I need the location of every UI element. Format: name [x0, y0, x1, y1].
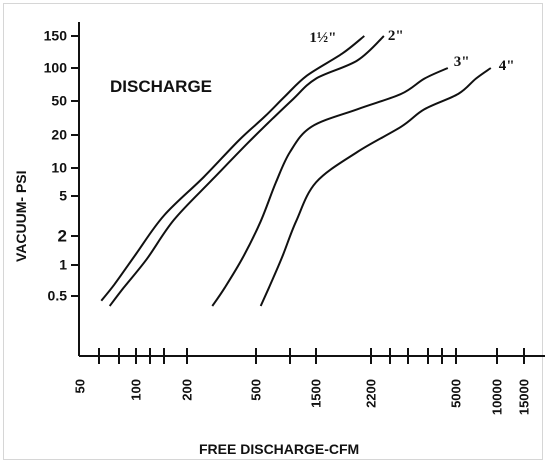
- series-line: [211, 67, 449, 307]
- x-tick-label: 10000: [489, 379, 504, 415]
- series-label: 3": [454, 54, 470, 70]
- x-tick-label: 1500: [308, 379, 323, 408]
- y-axis-title: VACUUM- PSI: [13, 170, 29, 262]
- x-tick-label: 2200: [363, 379, 378, 408]
- y-tick-label: 150: [44, 28, 68, 44]
- x-tick-label: 15000: [516, 379, 531, 415]
- y-tick-label: 50: [51, 93, 67, 109]
- x-tick-label: 500: [248, 379, 263, 401]
- series-line: [259, 67, 492, 307]
- y-tick-label: 100: [44, 60, 68, 76]
- x-axis-ticks: 50 100 200 500 1500 2200 5000 10000 15000: [72, 348, 531, 415]
- y-axis-ticks: 150 100 50 20 10 5 2 1 0.5: [44, 28, 79, 304]
- series-label: 1½": [309, 30, 336, 46]
- x-tick-label: 50: [72, 379, 87, 393]
- y-tick-label: 5: [59, 188, 67, 204]
- axes: [78, 22, 545, 357]
- series-group: 1½" 2" 3" 4": [100, 28, 515, 307]
- y-tick-label: 2: [58, 226, 67, 245]
- x-tick-label: 5000: [448, 379, 463, 408]
- y-tick-label: 1: [59, 257, 67, 273]
- y-tick-label: 10: [51, 160, 67, 176]
- series-label: 2": [388, 28, 404, 44]
- y-tick-label: 20: [51, 127, 67, 143]
- series-line: [108, 35, 385, 307]
- x-tick-label: 200: [179, 379, 194, 401]
- series-line: [100, 35, 365, 302]
- x-tick-label: 100: [128, 379, 143, 401]
- series-label: 4": [499, 58, 515, 74]
- chart-title: DISCHARGE: [110, 77, 212, 96]
- chart-frame: [3, 3, 543, 460]
- x-axis-title: FREE DISCHARGE-CFM: [199, 441, 359, 457]
- y-tick-label: 0.5: [48, 288, 68, 304]
